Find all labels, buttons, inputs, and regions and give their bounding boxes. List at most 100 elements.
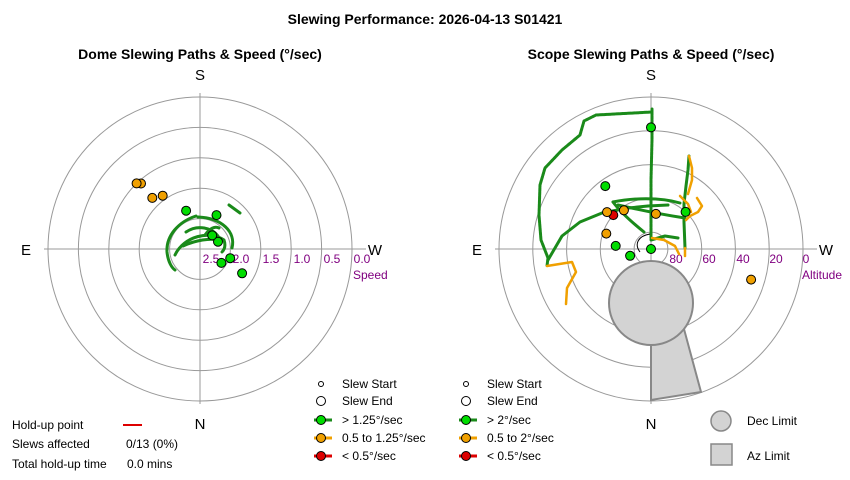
scope-slew-path [611,200,646,234]
scope-slew-path [682,154,691,250]
dome-title: Dome Slewing Paths & Speed (°/sec) [78,46,322,62]
scope-slew-point [646,244,656,254]
limits-legend-label: Az Limit [747,449,790,463]
scope-slew-path [546,203,670,262]
dome-slew-point [213,236,223,247]
scope-slew-path [545,260,578,306]
scope-slew-path [537,107,654,268]
scope-slew-point [680,206,691,217]
dome-slew-point [211,210,222,221]
dome-markers [131,178,248,279]
dome-tick-label: 2.0 [233,252,250,266]
scope-slew-path [678,194,693,214]
legend-label: > 2°/sec [487,413,531,427]
dome-dir-bottom: N [195,416,206,433]
scope-ticks: 80 60 40 20 0 Altitude [669,252,842,282]
scope-slew-point [602,207,612,218]
dome-slew-point [216,257,227,268]
legend-label: Slew Start [487,377,542,391]
scope-slew-point [625,250,636,261]
scope-slew-point [600,181,611,192]
legend-slow-marker [316,451,326,461]
dome-legend: Slew Start Slew End > 1.25°/sec 0.5 to 1… [314,377,426,463]
dome-slew-point [181,205,192,216]
scope-tick-label: 40 [736,252,750,266]
scope-slew-point [746,274,757,285]
dome-slew-point [225,253,236,264]
scope-title: Scope Slewing Paths & Speed (°/sec) [528,46,775,62]
limits-legend-label: Dec Limit [747,414,798,428]
scope-slew-path [611,197,682,205]
scope-tick-label: 80 [669,252,683,266]
dome-slew-path [227,203,242,215]
dome-panel: Dome Slewing Paths & Speed (°/sec) S N E… [21,46,426,463]
scope-axis-label: Altitude [802,268,842,282]
dome-dir-right: W [368,242,383,259]
legend-medium-marker [461,433,471,443]
dome-tick-label: 1.0 [294,252,311,266]
holdup-label: Hold-up point [12,418,84,432]
dome-tick-label: 1.5 [263,252,280,266]
az-limit-icon [710,443,733,466]
legend-slow-marker [461,451,471,461]
dome-slew-point [237,268,248,279]
dome-slew-path [165,214,198,272]
dome-grid [44,93,366,404]
legend-label: 0.5 to 1.25°/sec [342,431,426,445]
legend-start-marker [318,381,324,387]
dec-limit-shape [608,260,694,346]
scope-dir-bottom: N [646,416,657,433]
legend-label: 0.5 to 2°/sec [487,431,554,445]
limits-legend: Dec Limit Az Limit [710,410,798,466]
scope-tick-label: 0 [803,252,810,266]
total-label: Total hold-up time [12,457,107,471]
scope-dir-right: W [819,242,834,259]
dome-tick-label: 0.5 [324,252,341,266]
dome-ticks: 2.5 2.0 1.5 1.0 0.5 0.0 Speed [203,252,388,282]
scope-slew-point [646,122,656,133]
scope-slew-point [618,205,629,216]
dome-slew-point [157,190,168,201]
scope-limits [608,260,703,402]
dome-slew-point [207,230,218,241]
scope-tick-label: 60 [702,252,716,266]
dome-slew-point [131,178,142,189]
figure-title: Slewing Performance: 2026-04-13 S01421 [288,11,563,27]
legend-fast-marker [461,415,471,425]
scope-panel: Scope Slewing Paths & Speed (°/sec) S N … [459,46,842,466]
scope-markers [600,122,757,285]
scope-slew-point [650,208,661,219]
scope-slew-point [601,228,612,239]
holdup-info: Hold-up point Slews affected 0/13 (0%) T… [12,418,178,471]
dome-tick-label: 0.0 [354,252,371,266]
legend-label: < 0.5°/sec [342,449,396,463]
dec-limit-icon [710,410,732,432]
dome-slew-point [147,192,158,203]
slews-label: Slews affected [12,437,90,451]
dome-dir-left: E [21,242,31,259]
scope-dir-left: E [472,242,482,259]
scope-slew-path [684,196,704,222]
legend-end-marker [316,396,326,406]
legend-label: < 0.5°/sec [487,449,541,463]
scope-dir-top: S [646,67,656,84]
dome-tick-label: 2.5 [203,252,220,266]
scope-slew-path [686,154,694,196]
legend-label: Slew End [487,394,538,408]
scope-slew-path [650,236,681,256]
legend-end-marker [461,396,471,406]
dome-dir-top: S [195,67,205,84]
legend-fast-marker [316,415,326,425]
dome-slew-path [203,225,221,237]
scope-tick-label: 20 [769,252,783,266]
total-value: 0.0 mins [127,457,172,471]
legend-label: > 1.25°/sec [342,413,403,427]
dome-axis-label: Speed [353,268,388,282]
legend-medium-marker [316,433,326,443]
scope-legend: Slew Start Slew End > 2°/sec 0.5 to 2°/s… [459,377,554,463]
scope-slew-point [610,240,621,251]
slews-value: 0/13 (0%) [126,437,178,451]
legend-label: Slew Start [342,377,397,391]
dome-slew-path [196,215,235,250]
